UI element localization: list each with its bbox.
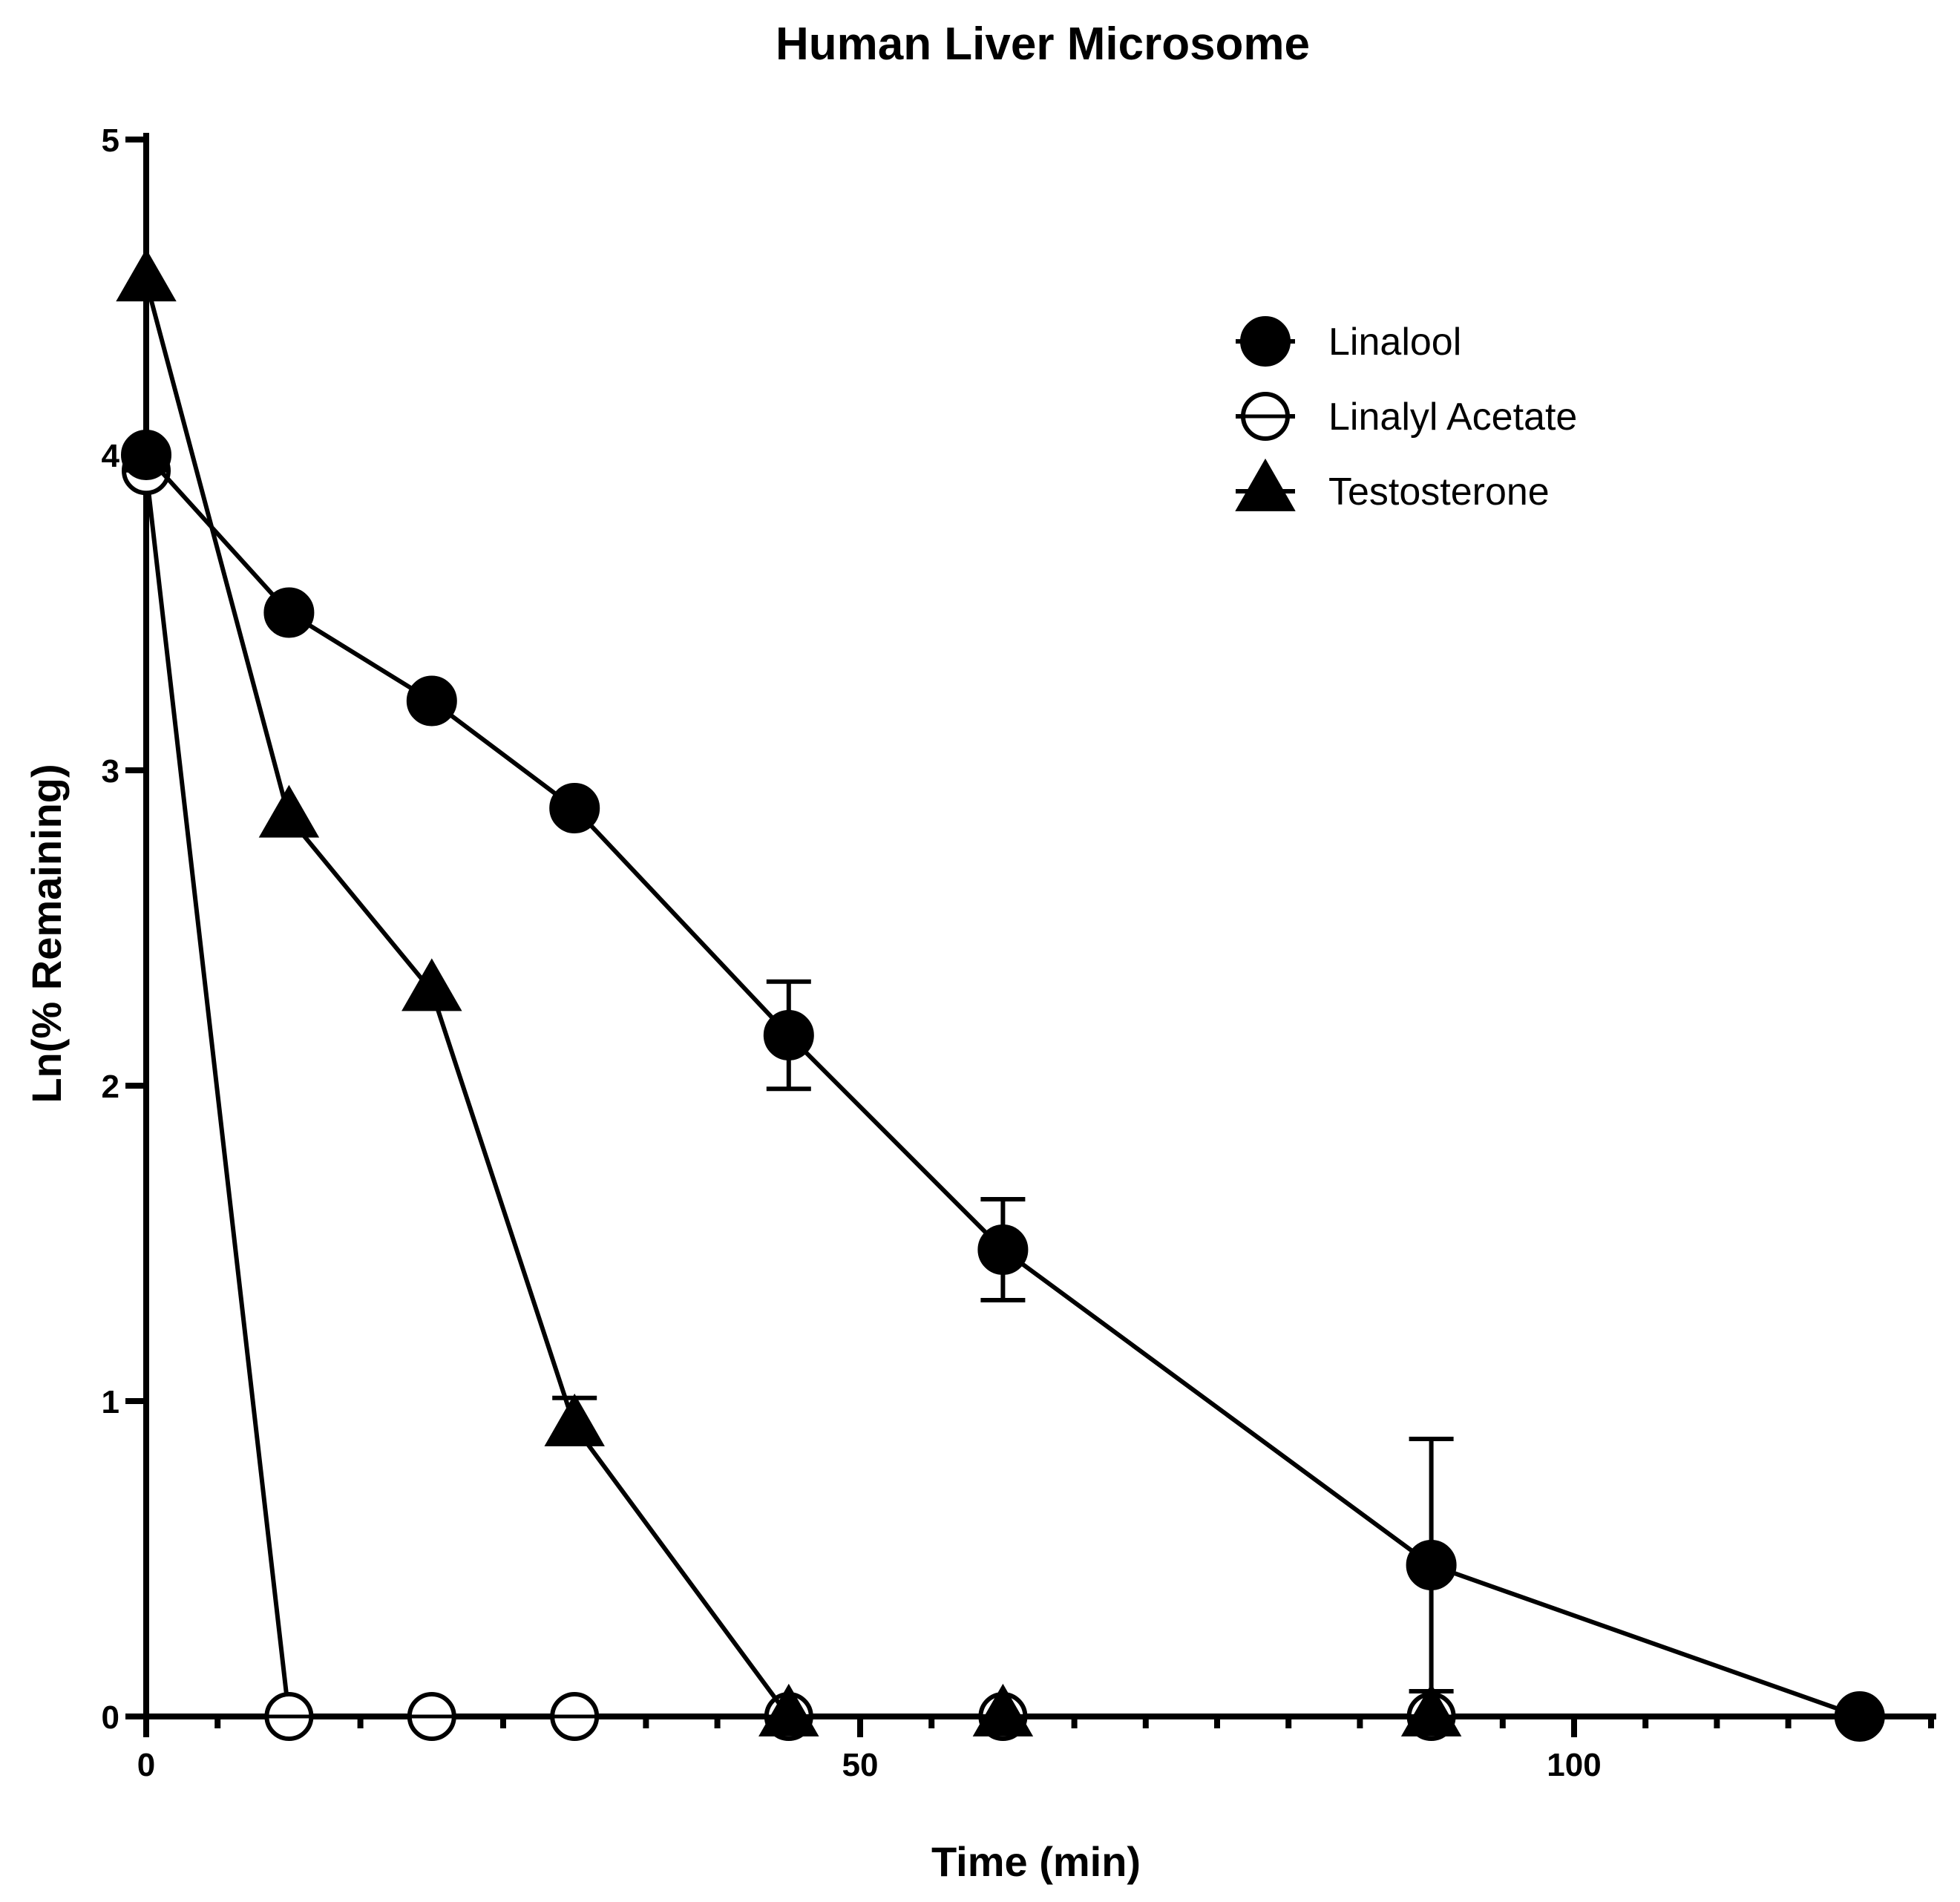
data-point-linalool	[977, 1224, 1029, 1275]
data-point-linalool	[121, 430, 171, 480]
series-line-linalool	[144, 453, 1861, 1719]
series-layer	[116, 249, 1885, 1742]
legend-item-testosterone: Testosterone	[1235, 458, 1550, 514]
data-point-testosterone	[972, 1683, 1034, 1737]
series-linalyl-acetate	[122, 446, 1456, 1741]
y-axis-title: Ln(% Remaining)	[23, 764, 70, 1103]
legend-marker-linalyl-acetate	[1241, 392, 1290, 441]
legend-marker-testosterone	[1235, 458, 1296, 511]
data-point-testosterone	[258, 784, 320, 838]
legend: Linalool Linalyl Acetate Testosterone	[1235, 316, 1577, 514]
data-point-linalool	[1406, 1540, 1457, 1590]
y-tick-label: 5	[102, 122, 119, 159]
series-line-linalyl-acetate	[144, 470, 1432, 1719]
legend-item-linalool: Linalool	[1236, 316, 1461, 367]
y-tick-label: 3	[102, 753, 119, 790]
y-tick-label: 1	[102, 1384, 119, 1420]
data-point-linalool	[549, 783, 600, 833]
data-point-testosterone	[1400, 1683, 1462, 1737]
series-testosterone	[116, 249, 1462, 1737]
y-tick-label: 2	[102, 1069, 119, 1105]
chart-title: Human Liver Microsome	[776, 19, 1310, 70]
y-tick-label: 4	[102, 438, 120, 474]
x-tick-label: 50	[842, 1747, 879, 1783]
legend-label: Testosterone	[1328, 470, 1550, 514]
data-point-linalyl-acetate	[264, 1692, 314, 1741]
data-point-linalool	[763, 1010, 814, 1060]
data-point-testosterone	[116, 249, 177, 302]
x-tick-label: 0	[137, 1747, 155, 1783]
data-point-linalool	[263, 587, 315, 638]
data-point-testosterone	[758, 1683, 819, 1737]
legend-item-linalyl-acetate: Linalyl Acetate	[1236, 392, 1577, 441]
legend-marker-linalool	[1240, 316, 1291, 367]
data-point-linalyl-acetate	[407, 1692, 456, 1741]
series-linalool	[121, 430, 1885, 1742]
x-tick-label: 100	[1547, 1747, 1601, 1783]
data-point-testosterone	[401, 958, 462, 1011]
legend-label: Linalool	[1328, 321, 1461, 364]
x-axis-title: Time (min)	[931, 1838, 1141, 1885]
y-tick-label: 0	[102, 1699, 119, 1736]
data-point-linalool	[406, 675, 457, 727]
data-point-testosterone	[544, 1393, 605, 1446]
legend-label: Linalyl Acetate	[1328, 396, 1577, 439]
data-point-linalool	[1834, 1691, 1885, 1742]
data-point-linalyl-acetate	[550, 1692, 600, 1741]
